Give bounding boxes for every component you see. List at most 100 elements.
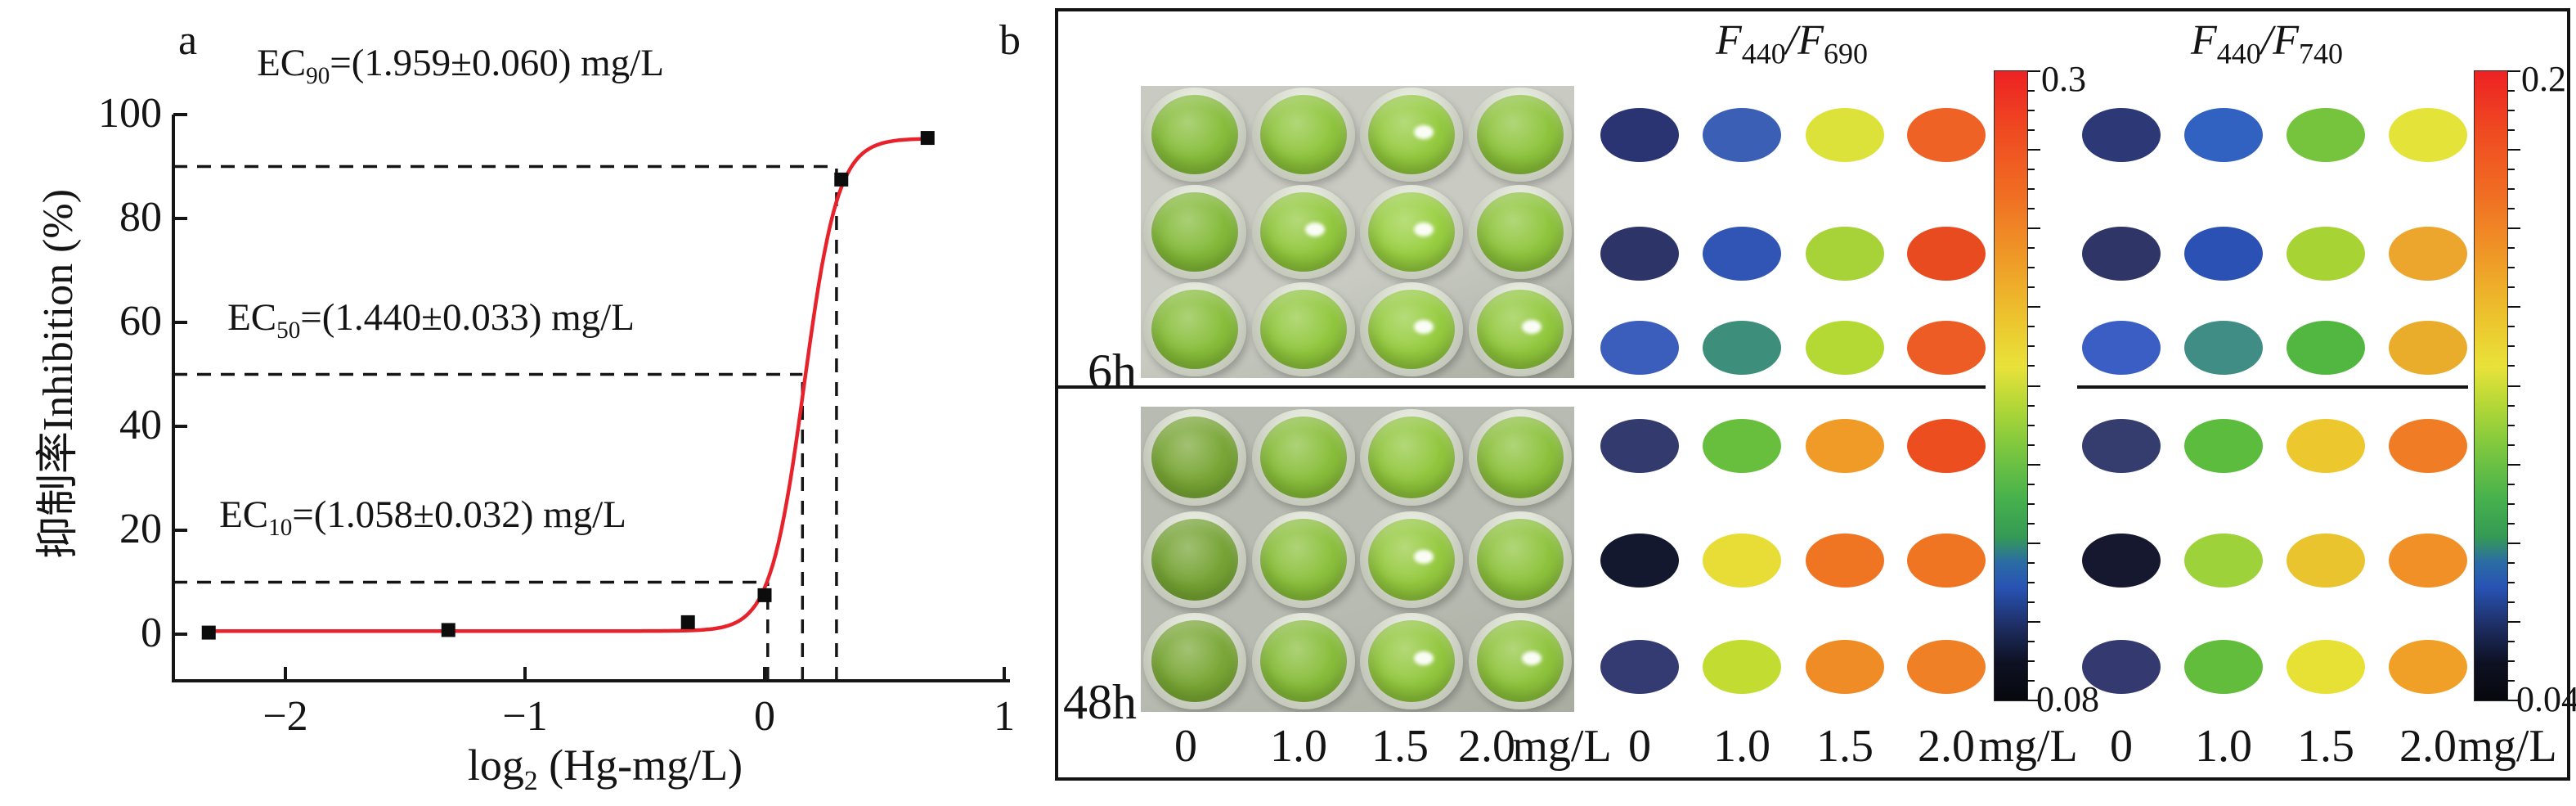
well-highlight: [1522, 320, 1542, 334]
colorbar-tick: [2507, 424, 2515, 426]
panel-b-label: b: [999, 17, 1021, 64]
colorbar-tick: [2027, 502, 2035, 505]
data-point-marker: [441, 623, 456, 637]
data-point-marker: [201, 625, 216, 640]
well-highlight: [1413, 320, 1434, 334]
conc-label: 2.0: [1458, 721, 1515, 772]
data-point-marker: [757, 588, 772, 602]
well-plate-photo-6h: [1141, 86, 1574, 378]
well-liquid: [1476, 417, 1564, 499]
well-highlight: [1305, 223, 1326, 236]
well: [1251, 511, 1355, 608]
colorbar-tick: [2507, 385, 2520, 387]
well-liquid: [1368, 518, 1456, 601]
colorbar-tick: [2507, 326, 2515, 328]
well-liquid: [1151, 417, 1239, 499]
ratio-dot-6h-r2-c2: [1703, 227, 1781, 281]
well-liquid: [1368, 619, 1456, 702]
colorbar-min-label: 0.04: [2516, 679, 2576, 719]
y-tick-label: 80: [119, 194, 162, 241]
well: [1360, 511, 1464, 608]
time-label-6h: 6h: [1088, 344, 1137, 398]
well: [1360, 612, 1464, 709]
colorbar-tick: [2027, 620, 2040, 623]
conc-unit-label: mg/L: [1978, 721, 2078, 772]
ratio-dot-6h-r2-c4: [1907, 227, 1986, 281]
well: [1143, 282, 1247, 376]
data-point-marker: [920, 131, 935, 146]
ratio-dot-6h-r1-c4: [1907, 108, 1986, 162]
well: [1468, 88, 1572, 182]
colorbar-tick: [2027, 267, 2035, 269]
dose-response-plot: [172, 113, 1010, 682]
ratio-dot-48h-r3-c2: [1703, 640, 1781, 694]
time-label-48h: 48h: [1063, 675, 1137, 729]
ratio-dot-6h-r3-c1: [2082, 321, 2161, 375]
well: [1468, 612, 1572, 709]
ratio-dot-48h-r3-c3: [1806, 640, 1884, 694]
colorbar-tick: [2027, 70, 2040, 72]
well-liquid: [1259, 95, 1347, 174]
well: [1251, 282, 1355, 376]
ratio-dot-48h-r1-c1: [2082, 419, 2161, 473]
colorbar-tick: [2027, 483, 2035, 485]
colorbar-tick: [2027, 110, 2035, 112]
well-highlight: [1522, 651, 1542, 666]
colorbar-tick: [2507, 90, 2515, 92]
well-liquid: [1259, 619, 1347, 702]
colorbar-tick: [2507, 188, 2515, 191]
colorbar-tick: [2027, 444, 2035, 446]
well-liquid: [1368, 95, 1456, 174]
well: [1251, 409, 1355, 507]
ratio-title-part: 440: [2216, 37, 2261, 70]
colorbar-tick: [2027, 345, 2035, 348]
well: [1143, 185, 1247, 279]
well-liquid: [1259, 417, 1347, 499]
block-separator-line: [2077, 385, 2468, 389]
y-tick-label: 100: [98, 90, 162, 137]
colorbar-tick: [2507, 227, 2520, 230]
conc-label: 1.0: [1270, 721, 1327, 772]
colorbar-tick: [2027, 660, 2035, 662]
well-liquid: [1368, 192, 1456, 272]
colorbar-tick: [2027, 542, 2040, 544]
ratio-dot-6h-r3-c4: [1907, 321, 1986, 375]
panel-a-label: a: [178, 17, 198, 64]
well-liquid: [1151, 619, 1239, 702]
ratio-dot-48h-r2-c3: [1806, 534, 1884, 588]
colorbar-tick: [2507, 700, 2520, 701]
conc-label: 0: [2110, 721, 2133, 772]
ratio-dot-6h-r1-c3: [1806, 108, 1884, 162]
colorbar-tick: [2027, 385, 2040, 387]
colorbar-tick: [2507, 444, 2515, 446]
ratio-dot-48h-r3-c1: [1600, 640, 1679, 694]
x-tick-label: −1: [502, 693, 548, 740]
well-highlight: [1413, 125, 1434, 139]
ratio-dot-6h-r2-c1: [1600, 227, 1679, 281]
colorbar-tick: [2507, 169, 2515, 171]
well: [1143, 511, 1247, 608]
ratio-dot-6h-r2-c2: [2184, 227, 2263, 281]
ec-annotation-part: EC: [219, 493, 269, 536]
ratio-dot-6h-r1-c1: [1600, 108, 1679, 162]
well-plate-photo-48h: [1141, 407, 1574, 712]
ratio-title-690: F440/F690: [1716, 16, 1868, 78]
y-tick-label: 20: [119, 506, 162, 552]
colorbar-tick: [2027, 700, 2040, 701]
ratio-dot-48h-r2-c4: [1907, 534, 1986, 588]
well: [1468, 282, 1572, 376]
colorbar-tick: [2027, 522, 2035, 525]
ec-annotation-90: EC90=(1.959±0.060) mg/L: [257, 41, 664, 98]
conc-label: 2.0: [1918, 721, 1975, 772]
ratio-title-part: 440: [1741, 37, 1786, 70]
ratio-dot-48h-r1-c2: [1703, 419, 1781, 473]
colorbar-tick: [2507, 345, 2515, 348]
well: [1468, 185, 1572, 279]
colorbar-tick: [2507, 306, 2520, 308]
ratio-dot-48h-r3-c3: [2287, 640, 2365, 694]
ratio-dot-6h-r1-c4: [2389, 108, 2467, 162]
conc-unit-label: mg/L: [2457, 721, 2557, 772]
colorbar-tick: [2027, 424, 2035, 426]
well: [1360, 185, 1464, 279]
conc-label: 1.5: [1816, 721, 1874, 772]
